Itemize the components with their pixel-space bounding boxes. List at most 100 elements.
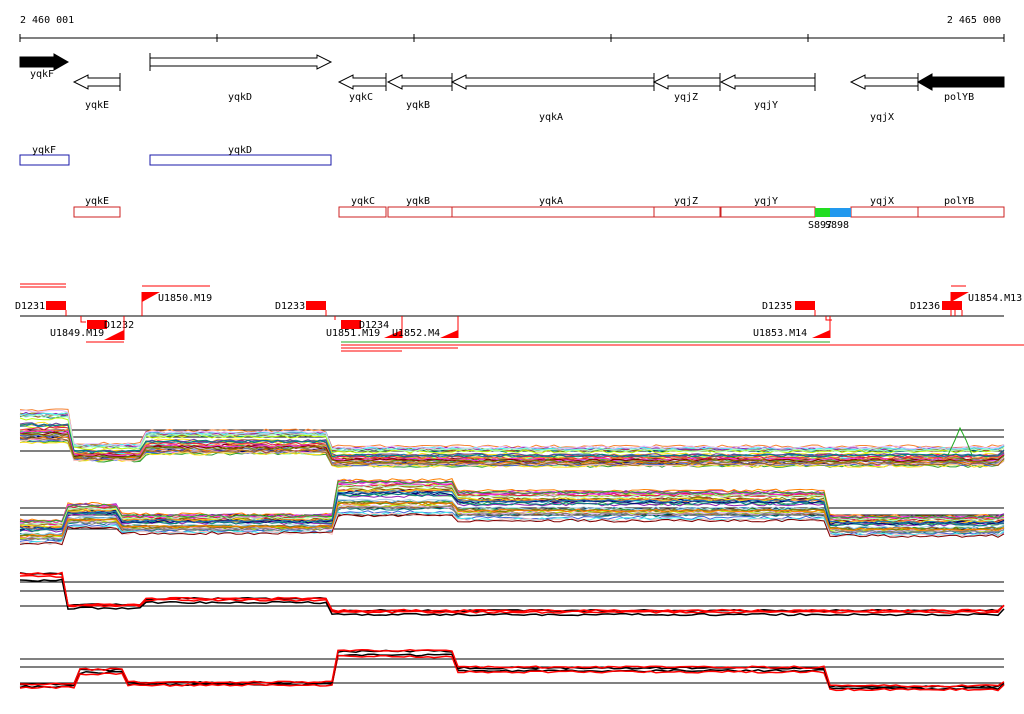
upstream-label-u1854: U1854.M13 — [968, 293, 1022, 304]
cds-label-yqke: yqkE — [85, 196, 109, 207]
expression-curve — [19, 513, 1005, 546]
cds-label-yqkc: yqkC — [351, 196, 375, 207]
transcription-feature-track: D1231 D1232 D1233 D1234 D1235 D1236 U184… — [15, 283, 1024, 352]
downstream-box-d1231[interactable] — [46, 301, 66, 310]
segment-s897[interactable] — [815, 208, 830, 217]
expression-curve — [19, 487, 1005, 528]
gene-arrow-yqkc[interactable] — [337, 74, 387, 90]
expression-curve — [19, 578, 1005, 617]
expression-curve — [19, 512, 1005, 546]
gene-label-yqke: yqkE — [85, 100, 109, 111]
downstream-box-d1232[interactable] — [87, 320, 107, 329]
gene-arrow-polyb[interactable] — [916, 73, 1005, 91]
gene-arrow-yqjx[interactable] — [849, 74, 919, 90]
gene-arrow-yqkd[interactable] — [149, 54, 333, 70]
cds-label-polyb: polYB — [944, 196, 974, 207]
upstream-label-u1849: U1849.M19 — [50, 328, 104, 339]
upstream-label-u1853: U1853.M14 — [753, 328, 807, 339]
gene-label-yqkd: yqkD — [228, 92, 252, 103]
upstream-label-u1850: U1850.M19 — [158, 293, 212, 304]
expression-curve — [19, 480, 1005, 524]
gene-label-yqkc: yqkC — [349, 92, 373, 103]
gene-label-polyb: polYB — [944, 92, 974, 103]
cds-box-yqkc[interactable] — [338, 206, 387, 218]
cds-box-polyb[interactable] — [917, 206, 1005, 218]
bracket-mark — [325, 310, 336, 320]
upstream-label-u1851: U1851.M19 — [326, 328, 380, 339]
expression-curve — [19, 574, 1005, 614]
gene-label-yqjy: yqjY — [754, 100, 778, 111]
ruler-start-label: 2 460 001 — [20, 15, 74, 26]
expression-curve — [19, 481, 1005, 524]
gene-label-yqkf: yqkF — [30, 69, 54, 80]
cds-label-yqkd: yqkD — [228, 145, 252, 156]
expression-curve — [19, 494, 1005, 533]
gene-label-yqjz: yqjZ — [674, 92, 698, 103]
gene-arrow-yqjz[interactable] — [652, 74, 721, 90]
cds-label-yqkb: yqkB — [406, 196, 430, 207]
coordinate-ruler: 2 460 001 2 465 000 — [19, 15, 1005, 42]
cds-box-yqkd[interactable] — [149, 154, 332, 166]
cds-label-yqkf: yqkF — [32, 145, 56, 156]
gene-arrow-yqka[interactable] — [450, 74, 655, 90]
segment-label-s898: S898 — [825, 220, 849, 231]
cds-box-yqjx[interactable] — [850, 206, 919, 218]
expression-curve — [19, 490, 1005, 530]
expression-spike — [947, 426, 973, 456]
cds-box-yqkf[interactable] — [19, 154, 70, 166]
gene-arrow-track: yqkF yqkE yqkD yqkC yqkB yqkA yqjZ yqjY yqjX polY… — [19, 53, 1005, 123]
upstream-flag-u1849[interactable] — [104, 330, 124, 340]
cds-box-yqkb[interactable] — [387, 206, 453, 218]
gene-label-yqka: yqkA — [539, 112, 563, 123]
gene-label-yqjx: yqjX — [870, 112, 894, 123]
cds-label-yqka: yqkA — [539, 196, 563, 207]
gene-arrow-yqjy[interactable] — [719, 74, 816, 90]
bracket-mark — [954, 310, 963, 316]
bracket-mark — [65, 310, 86, 323]
gene-label-yqkb: yqkB — [406, 100, 430, 111]
downstream-box-d1234[interactable] — [341, 320, 361, 329]
expression-curve — [19, 505, 1005, 541]
expression-curve — [19, 648, 1005, 688]
cds-box-yqka[interactable] — [451, 206, 655, 218]
cds-label-yqjz: yqjZ — [674, 196, 698, 207]
segment-s898[interactable] — [830, 208, 851, 217]
upstream-flag-u1854[interactable] — [951, 292, 969, 302]
ruler-end-label: 2 465 000 — [947, 15, 1001, 26]
upstream-flag-u1850[interactable] — [142, 292, 160, 302]
upstream-flag-u1853[interactable] — [812, 330, 830, 338]
upstream-flag-u1851[interactable] — [384, 330, 402, 338]
expression-curve — [19, 654, 1005, 692]
downstream-label-d1235: D1235 — [762, 301, 792, 312]
bracket-mark — [814, 310, 832, 321]
cds-box-yqjz[interactable] — [653, 206, 721, 218]
cds-box-yqke[interactable] — [73, 206, 121, 218]
cds-label-yqjx: yqjX — [870, 196, 894, 207]
expression-profile-tracks — [19, 408, 1005, 692]
upstream-flag-u1852[interactable] — [440, 330, 458, 338]
downstream-label-d1231: D1231 — [15, 301, 45, 312]
expression-curve — [19, 478, 1005, 522]
downstream-box-d1236[interactable] — [942, 301, 962, 310]
gene-arrow-yqkf[interactable] — [19, 53, 70, 71]
segment-track: S897 S898 — [808, 208, 851, 231]
expression-curve — [19, 417, 1005, 454]
expression-curve — [19, 423, 1005, 458]
expression-curve — [19, 432, 1005, 464]
downstream-label-d1236: D1236 — [910, 301, 940, 312]
downstream-box-d1233[interactable] — [306, 301, 326, 310]
cds-box-track: yqkF yqkD yqkE yqkC yqkB yqkA yqjZ yqjY yqjX polY… — [19, 145, 1005, 218]
upstream-label-u1852: U1852.M4 — [392, 328, 440, 339]
segment-label-s897: S897 — [808, 220, 832, 231]
gene-arrow-yqkb[interactable] — [386, 74, 453, 90]
expression-curve — [19, 414, 1005, 452]
cds-label-yqjy: yqjY — [754, 196, 778, 207]
downstream-label-d1234: D1234 — [359, 320, 389, 331]
cds-box-yqjy[interactable] — [720, 206, 816, 218]
expression-curve — [19, 571, 1005, 613]
downstream-box-d1235[interactable] — [795, 301, 815, 310]
downstream-label-d1232: D1232 — [104, 320, 134, 331]
gene-arrow-yqke[interactable] — [72, 74, 121, 90]
